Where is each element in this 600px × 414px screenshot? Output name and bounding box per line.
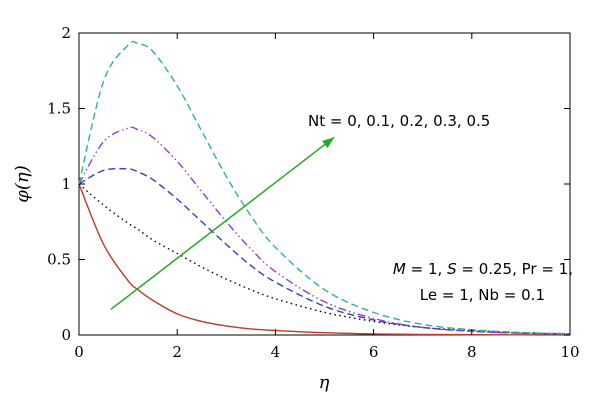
param-s: S [447, 260, 457, 278]
arrow-shaft [110, 136, 335, 310]
params-annotation-line2: Le = 1, Nb = 0.1 [420, 286, 545, 304]
x-tick-label: 8 [467, 343, 477, 361]
curves [78, 40, 571, 336]
x-tick-label: 10 [560, 343, 579, 361]
arrow-head [322, 137, 335, 149]
y-tick-label: 0 [61, 326, 71, 344]
y-tick-label: 1 [61, 175, 71, 193]
param-m: M [393, 260, 406, 278]
y-tick-label: 1.5 [47, 100, 71, 118]
x-tick-label: 4 [271, 343, 281, 361]
y-tick-label: 0.5 [47, 251, 71, 269]
x-tick-label: 6 [369, 343, 379, 361]
series-line-4 [78, 126, 571, 335]
trend-arrow [110, 136, 335, 310]
nt-annotation: Nt = 0, 0.1, 0.2, 0.3, 0.5 [308, 112, 490, 130]
axis-ticks: 0 2 4 6 8 10 0 0.5 1 1.5 2 [47, 24, 579, 361]
y-tick-label: 2 [61, 24, 71, 42]
series-line-2 [78, 183, 571, 335]
x-axis-title: η [319, 372, 330, 393]
param-m-value: = 1, [406, 260, 447, 278]
x-tick-label: 0 [74, 343, 84, 361]
series-line-1 [78, 183, 571, 336]
params-annotation-line1: M = 1, S = 0.25, Pr = 1, [393, 260, 573, 278]
y-axis-title: φ(η) [12, 165, 33, 202]
x-tick-label: 2 [172, 343, 182, 361]
series-line-5 [78, 40, 571, 335]
series-line-3 [78, 167, 571, 335]
param-rest: = 0.25, Pr = 1, [457, 260, 573, 278]
